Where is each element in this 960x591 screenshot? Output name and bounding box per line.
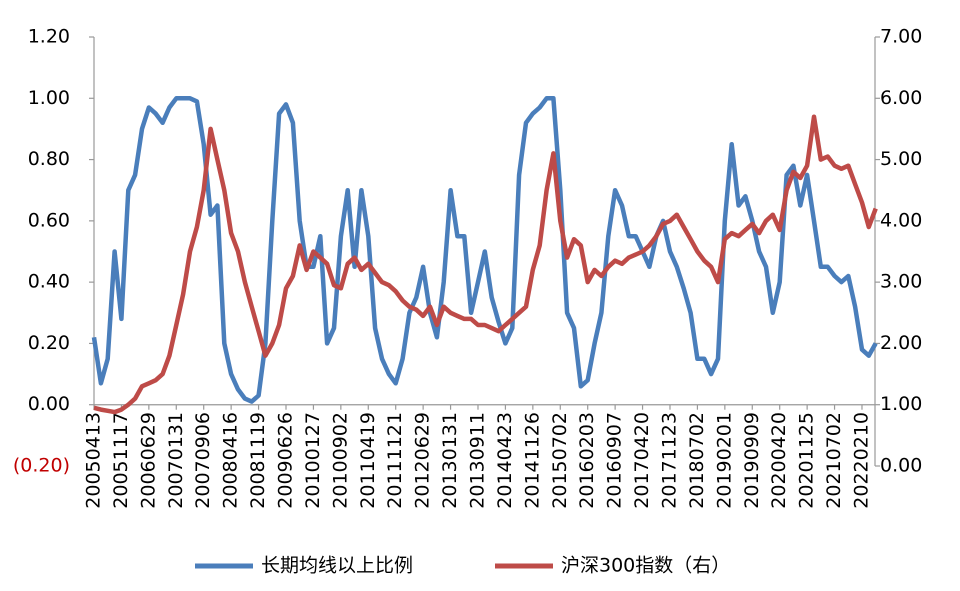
- x-tick-label: 20130131: [439, 412, 461, 509]
- x-tick-label: 20160203: [576, 412, 598, 509]
- y2-tick-label: 2.00: [880, 332, 922, 354]
- series-line: [93, 114, 878, 415]
- x-tick-label: 20190909: [741, 412, 763, 509]
- legend-label: 长期均线以上比例: [261, 555, 413, 577]
- x-tick-label: 20080416: [220, 412, 242, 509]
- x-tick-label: 20130911: [466, 412, 488, 509]
- y2-tick-label: 6.00: [880, 87, 922, 109]
- x-tick-label: 20200420: [768, 412, 790, 509]
- x-tick-label: 20120629: [412, 412, 434, 509]
- x-tick-label: 20070131: [165, 412, 187, 509]
- y2-tick-label: 5.00: [880, 148, 922, 170]
- x-tick-label: 20070906: [192, 412, 214, 509]
- y2-tick-label: 4.00: [880, 209, 922, 231]
- x-tick-label: 20051117: [110, 412, 132, 509]
- x-tick-label: 20201125: [796, 412, 818, 509]
- x-tick-label: 20171123: [658, 412, 680, 509]
- x-tick-label: 20180702: [686, 412, 708, 509]
- y-tick-label: 0.80: [28, 148, 70, 170]
- x-tick-label: 20100902: [329, 412, 351, 509]
- x-tick-label: 20150702: [549, 412, 571, 509]
- y-tick-label: 0.60: [28, 209, 70, 231]
- x-tick-label: 20110419: [357, 412, 379, 509]
- x-tick-label: 20160907: [604, 412, 626, 509]
- x-tick-label: 20190201: [713, 412, 735, 509]
- y-tick-label: 1.00: [28, 87, 70, 109]
- y2-tick-label: 0.00: [880, 455, 922, 477]
- y-tick-label: 0.40: [28, 271, 70, 293]
- x-tick-label: 20090626: [274, 412, 296, 509]
- y-tick-label: 0.00: [28, 393, 70, 415]
- x-tick-label: 20210702: [823, 412, 845, 509]
- legend-label: 沪深300指数（右）: [561, 555, 730, 577]
- y2-tick-label: 7.00: [880, 26, 922, 48]
- x-tick-label: 20140423: [494, 412, 516, 509]
- x-tick-label: 20141126: [521, 412, 543, 509]
- x-tick-label: 20050413: [83, 412, 105, 509]
- x-tick-label: 20081119: [247, 412, 269, 509]
- y-tick-label: 0.20: [28, 332, 70, 354]
- series-line: [91, 96, 878, 404]
- x-tick-label: 20100127: [302, 412, 324, 509]
- x-tick-label: 20060629: [137, 412, 159, 509]
- y-tick-label: 1.20: [28, 26, 70, 48]
- y2-tick-label: 1.00: [880, 393, 922, 415]
- x-tick-label: 20170420: [631, 412, 653, 509]
- y2-tick-label: 3.00: [880, 271, 922, 293]
- y-tick-label: (0.20): [13, 455, 70, 477]
- x-tick-label: 20111121: [384, 412, 406, 509]
- x-tick-label: 20220210: [850, 412, 872, 509]
